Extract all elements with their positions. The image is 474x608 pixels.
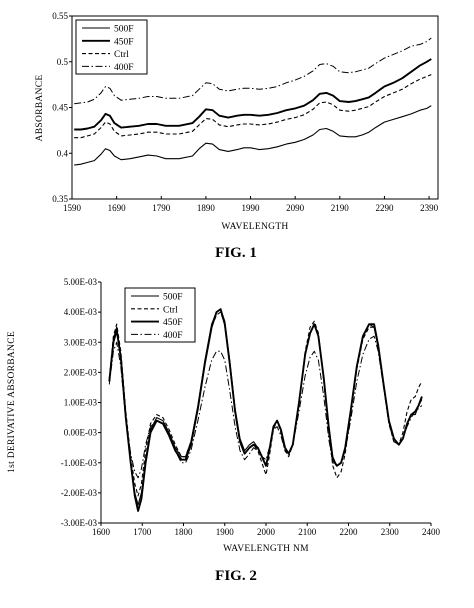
fig1-y-tick-label-3: 0.5 — [57, 57, 69, 67]
fig2-legend-label-400f: 400F — [163, 331, 183, 341]
fig1-legend-label-500f: 500F — [114, 25, 134, 35]
fig1-series-ctrl — [74, 74, 432, 139]
fig1-x-tick-label-1690: 1690 — [108, 203, 127, 213]
fig1-series-400f — [74, 37, 432, 105]
fig2-x-axis-title: WAVELENGTH NM — [223, 544, 309, 554]
fig1-series-450f — [74, 58, 432, 131]
fig2-x-tick-label-1900: 1900 — [216, 527, 235, 537]
fig2-y-tick-label-7: 4.00E-03 — [64, 307, 98, 317]
fig2-x-tick-label-2400: 2400 — [422, 527, 441, 537]
fig1-y-tick-label-4: 0.55 — [52, 11, 68, 21]
fig1-legend-box — [75, 19, 148, 75]
fig2-legend-box — [124, 287, 196, 343]
fig2-caption: FIG. 2 — [215, 568, 257, 584]
fig2-x-tick-label-1700: 1700 — [133, 527, 152, 537]
fig1-x-axis-title: WAVELENGTH — [221, 222, 288, 232]
fig1-legend: 500F 450F Ctrl 400F — [75, 19, 148, 75]
fig2-y-tick-label-8: 5.00E-03 — [64, 277, 98, 287]
fig2-x-tick-label-2100: 2100 — [298, 527, 317, 537]
chart-fig2: 1600 1700 1800 1900 2000 2100 2200 2300 2400 -3.0… — [7, 277, 441, 584]
fig2-x-tick-label-2300: 2300 — [381, 527, 400, 537]
fig2-y-tick-label-5: 2.00E-03 — [64, 367, 98, 377]
fig2-x-tick-label-2200: 2200 — [340, 527, 359, 537]
fig2-legend: 500F Ctrl 450F 400F — [124, 287, 196, 343]
fig2-y-tick-label-0: -3.00E-03 — [61, 518, 98, 528]
fig2-series-ctrl — [108, 311, 423, 497]
fig2-y-tick-label-4: 1.00E-03 — [64, 398, 98, 408]
fig2-y-tick-label-6: 3.00E-03 — [64, 337, 98, 347]
fig1-caption: FIG. 1 — [215, 245, 257, 261]
fig1-legend-label-ctrl: Ctrl — [114, 50, 129, 60]
fig1-y-tick-label-1: 0.4 — [57, 148, 69, 158]
fig1-series — [74, 37, 432, 166]
fig1-x-tick-label-1790: 1790 — [152, 203, 171, 213]
fig2-legend-label-450f: 450F — [163, 318, 183, 328]
fig1-y-tick-label-0: 0.35 — [52, 194, 68, 204]
fig1-ticks: 1590 1690 1790 1890 1990 2090 2190 2290 2390 0.35… — [52, 11, 438, 213]
fig1-legend-label-400f: 400F — [114, 63, 134, 73]
fig1-legend-label-450f: 450F — [114, 37, 134, 47]
fig2-x-tick-label-1800: 1800 — [175, 527, 194, 537]
chart-fig1: 1590 1690 1790 1890 1990 2090 2190 2290 2390 0.35… — [35, 11, 439, 261]
fig1-y-axis-title: ABSORBANCE — [35, 75, 45, 142]
fig2-legend-label-500f: 500F — [163, 293, 183, 303]
fig1-x-tick-label-1890: 1890 — [197, 203, 216, 213]
fig1-x-tick-label-2290: 2290 — [375, 203, 394, 213]
fig2-series — [108, 308, 423, 512]
fig1-y-tick-label-2: 0.45 — [52, 103, 68, 113]
fig2-y-tick-label-3: 0.00E-03 — [64, 428, 98, 438]
fig2-ticks: 1600 1700 1800 1900 2000 2100 2200 2300 2400 -3.0… — [61, 277, 441, 537]
fig1-x-tick-label-2390: 2390 — [420, 203, 439, 213]
fig2-series-450f — [108, 308, 423, 512]
fig2-x-tick-label-1600: 1600 — [92, 527, 111, 537]
fig1-series-500f — [74, 105, 432, 166]
fig2-x-tick-label-2000: 2000 — [257, 527, 276, 537]
fig2-series-400f — [108, 335, 423, 479]
fig1-x-tick-label-1590: 1590 — [63, 203, 82, 213]
fig1-x-tick-label-2090: 2090 — [286, 203, 305, 213]
fig2-y-tick-label-2: -1.00E-03 — [61, 458, 98, 468]
fig1-x-tick-label-1990: 1990 — [242, 203, 261, 213]
fig2-legend-label-ctrl: Ctrl — [163, 305, 178, 315]
fig2-y-axis-title: 1st DERIVATIVE ABSORBANCE — [7, 331, 17, 473]
fig2-y-tick-label-1: -2.00E-03 — [61, 488, 98, 498]
fig1-x-tick-label-2190: 2190 — [331, 203, 350, 213]
